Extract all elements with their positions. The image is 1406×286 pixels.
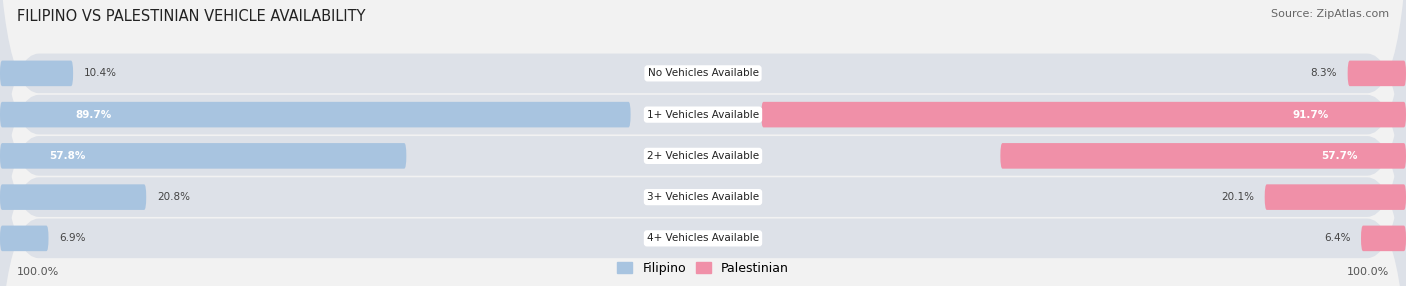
FancyBboxPatch shape (1348, 61, 1406, 86)
FancyBboxPatch shape (1265, 184, 1406, 210)
Text: 6.4%: 6.4% (1324, 233, 1350, 243)
FancyBboxPatch shape (0, 61, 73, 86)
Text: 57.7%: 57.7% (1320, 151, 1357, 161)
Text: Source: ZipAtlas.com: Source: ZipAtlas.com (1271, 9, 1389, 19)
Text: 6.9%: 6.9% (59, 233, 86, 243)
Text: 2+ Vehicles Available: 2+ Vehicles Available (647, 151, 759, 161)
FancyBboxPatch shape (1001, 143, 1406, 169)
Text: 100.0%: 100.0% (1347, 267, 1389, 277)
Text: 20.1%: 20.1% (1222, 192, 1254, 202)
Text: 8.3%: 8.3% (1310, 68, 1337, 78)
Text: No Vehicles Available: No Vehicles Available (648, 68, 758, 78)
Text: 3+ Vehicles Available: 3+ Vehicles Available (647, 192, 759, 202)
FancyBboxPatch shape (0, 184, 146, 210)
Text: 100.0%: 100.0% (17, 267, 59, 277)
Text: 1+ Vehicles Available: 1+ Vehicles Available (647, 110, 759, 120)
FancyBboxPatch shape (1361, 226, 1406, 251)
Legend: Filipino, Palestinian: Filipino, Palestinian (612, 257, 794, 280)
Text: 89.7%: 89.7% (76, 110, 112, 120)
FancyBboxPatch shape (0, 11, 1406, 286)
Text: 10.4%: 10.4% (84, 68, 117, 78)
FancyBboxPatch shape (762, 102, 1406, 127)
Text: 91.7%: 91.7% (1292, 110, 1329, 120)
Text: 57.8%: 57.8% (49, 151, 86, 161)
FancyBboxPatch shape (0, 143, 406, 169)
Text: 4+ Vehicles Available: 4+ Vehicles Available (647, 233, 759, 243)
FancyBboxPatch shape (0, 226, 49, 251)
FancyBboxPatch shape (0, 102, 630, 127)
Text: FILIPINO VS PALESTINIAN VEHICLE AVAILABILITY: FILIPINO VS PALESTINIAN VEHICLE AVAILABI… (17, 9, 366, 23)
Text: 20.8%: 20.8% (157, 192, 190, 202)
